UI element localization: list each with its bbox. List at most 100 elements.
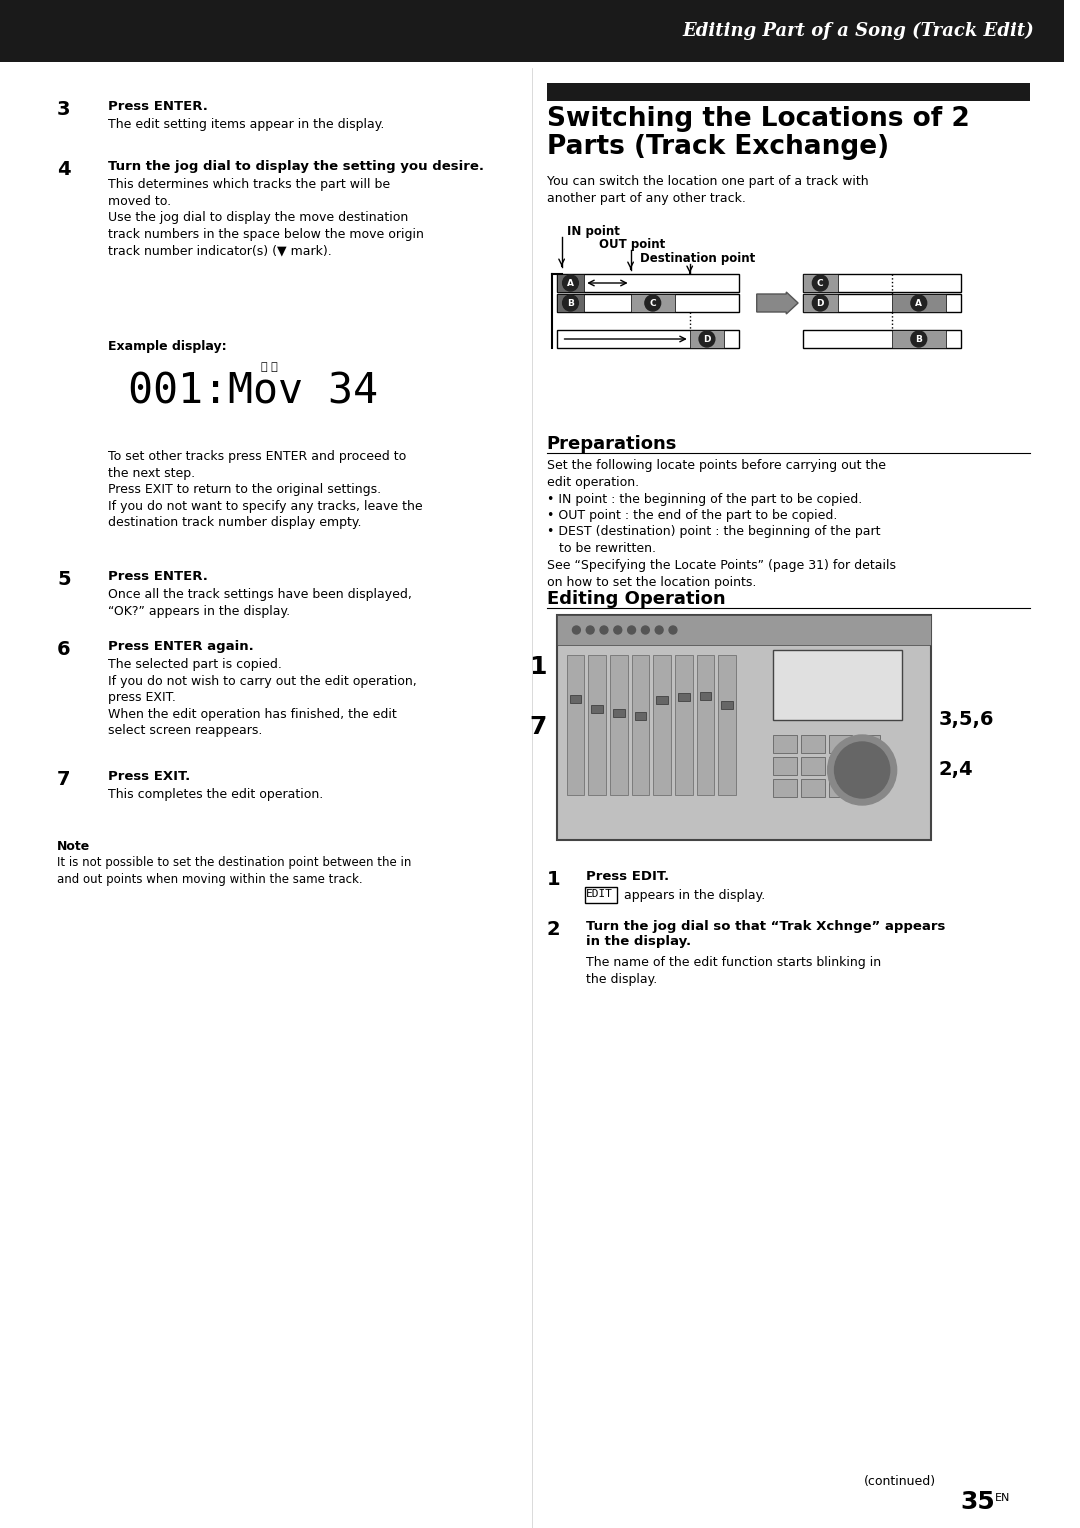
Bar <box>569 707 581 717</box>
Text: EDIT: EDIT <box>586 889 613 898</box>
Text: 2: 2 <box>546 920 561 940</box>
Text: 7: 7 <box>529 715 546 740</box>
Bar <box>546 83 1029 101</box>
Text: Preparations: Preparations <box>546 435 677 452</box>
Text: Ⓒ Ⓓ: Ⓒ Ⓓ <box>261 362 278 371</box>
Text: The selected part is copied.
If you do not wish to carry out the edit operation,: The selected part is copied. If you do n… <box>108 659 417 736</box>
Text: Editing Operation: Editing Operation <box>546 590 726 608</box>
Bar <box>892 330 946 348</box>
Text: 2,4: 2,4 <box>939 759 973 779</box>
Circle shape <box>563 295 579 312</box>
Text: Set the following locate points before carrying out the
edit operation.: Set the following locate points before c… <box>546 458 886 489</box>
Bar <box>675 656 692 795</box>
Text: Press EXIT.: Press EXIT. <box>108 770 191 782</box>
Text: • OUT point : the end of the part to be copied.: • OUT point : the end of the part to be … <box>546 509 837 523</box>
Bar <box>718 656 735 795</box>
Text: 001:Mov 34: 001:Mov 34 <box>129 370 378 413</box>
Bar <box>773 649 902 720</box>
Circle shape <box>910 332 927 347</box>
Bar <box>856 779 880 798</box>
Circle shape <box>812 295 828 312</box>
Text: This completes the edit operation.: This completes the edit operation. <box>108 788 324 801</box>
Text: This determines which tracks the part will be
moved to.
Use the jog dial to disp: This determines which tracks the part wi… <box>108 177 424 257</box>
Text: B: B <box>916 335 922 344</box>
Text: Press EDIT.: Press EDIT. <box>586 869 670 883</box>
Bar <box>773 756 797 775</box>
Bar <box>657 694 669 701</box>
Circle shape <box>613 626 622 634</box>
Bar <box>801 756 825 775</box>
Text: 4: 4 <box>57 160 71 179</box>
Text: Example display:: Example display: <box>108 341 227 353</box>
Text: EN: EN <box>995 1493 1011 1504</box>
Circle shape <box>563 275 579 290</box>
Text: Turn the jog dial so that “Trak Xchnge” appears
in the display.: Turn the jog dial so that “Trak Xchnge” … <box>586 920 946 947</box>
Bar <box>892 293 946 312</box>
Circle shape <box>699 332 715 347</box>
Text: D: D <box>703 335 711 344</box>
Bar <box>801 735 825 753</box>
Circle shape <box>669 626 677 634</box>
Bar <box>556 293 739 312</box>
Bar <box>804 274 961 292</box>
Text: The name of the edit function starts blinking in
the display.: The name of the edit function starts bli… <box>586 957 881 986</box>
Text: A: A <box>567 278 573 287</box>
Text: Press ENTER again.: Press ENTER again. <box>108 640 254 652</box>
Bar <box>631 293 675 312</box>
Circle shape <box>812 275 828 290</box>
Circle shape <box>645 295 661 312</box>
Text: The edit setting items appear in the display.: The edit setting items appear in the dis… <box>108 118 384 131</box>
Bar <box>556 614 931 840</box>
Bar <box>804 274 837 292</box>
Text: 1: 1 <box>546 869 561 889</box>
Bar <box>804 293 961 312</box>
Circle shape <box>656 626 663 634</box>
Bar <box>856 756 880 775</box>
Circle shape <box>835 743 890 798</box>
Text: 1: 1 <box>529 656 546 678</box>
Bar <box>773 735 797 753</box>
Bar <box>653 656 671 795</box>
Text: 5: 5 <box>57 570 71 588</box>
Bar <box>632 656 649 795</box>
Bar <box>828 735 852 753</box>
Text: Turn the jog dial to display the setting you desire.: Turn the jog dial to display the setting… <box>108 160 485 173</box>
Bar <box>556 614 931 645</box>
Text: IN point: IN point <box>567 225 620 238</box>
Text: 7: 7 <box>57 770 70 788</box>
Bar <box>635 691 646 698</box>
Bar <box>801 779 825 798</box>
Text: Destination point: Destination point <box>640 252 756 264</box>
Bar <box>610 656 627 795</box>
Text: Editing Part of a Song (Track Edit): Editing Part of a Song (Track Edit) <box>683 21 1035 40</box>
Bar <box>556 274 584 292</box>
Bar <box>612 694 624 701</box>
Text: appears in the display.: appears in the display. <box>620 889 765 902</box>
Bar <box>804 293 837 312</box>
Bar <box>700 709 712 717</box>
Text: C: C <box>649 298 656 307</box>
Text: B: B <box>567 298 573 307</box>
Text: Press ENTER.: Press ENTER. <box>108 99 208 113</box>
Text: It is not possible to set the destination point between the in
and out points wh: It is not possible to set the destinatio… <box>57 856 411 886</box>
Text: 3: 3 <box>57 99 70 119</box>
Circle shape <box>586 626 594 634</box>
Bar <box>556 274 739 292</box>
Bar <box>589 656 606 795</box>
Bar <box>556 330 739 348</box>
Text: 35: 35 <box>961 1490 996 1514</box>
Text: D: D <box>816 298 824 307</box>
Bar <box>721 707 733 715</box>
Circle shape <box>627 626 635 634</box>
Text: OUT point: OUT point <box>599 238 665 251</box>
Text: 6: 6 <box>57 640 71 659</box>
Text: • DEST (destination) point : the beginning of the part
   to be rewritten.: • DEST (destination) point : the beginni… <box>546 526 880 555</box>
Circle shape <box>827 735 896 805</box>
Circle shape <box>572 626 580 634</box>
Text: • IN point : the beginning of the part to be copied.: • IN point : the beginning of the part t… <box>546 494 862 506</box>
Text: Press ENTER.: Press ENTER. <box>108 570 208 584</box>
Text: Parts (Track Exchange): Parts (Track Exchange) <box>546 134 889 160</box>
Bar <box>585 886 617 903</box>
Bar <box>828 779 852 798</box>
Circle shape <box>600 626 608 634</box>
